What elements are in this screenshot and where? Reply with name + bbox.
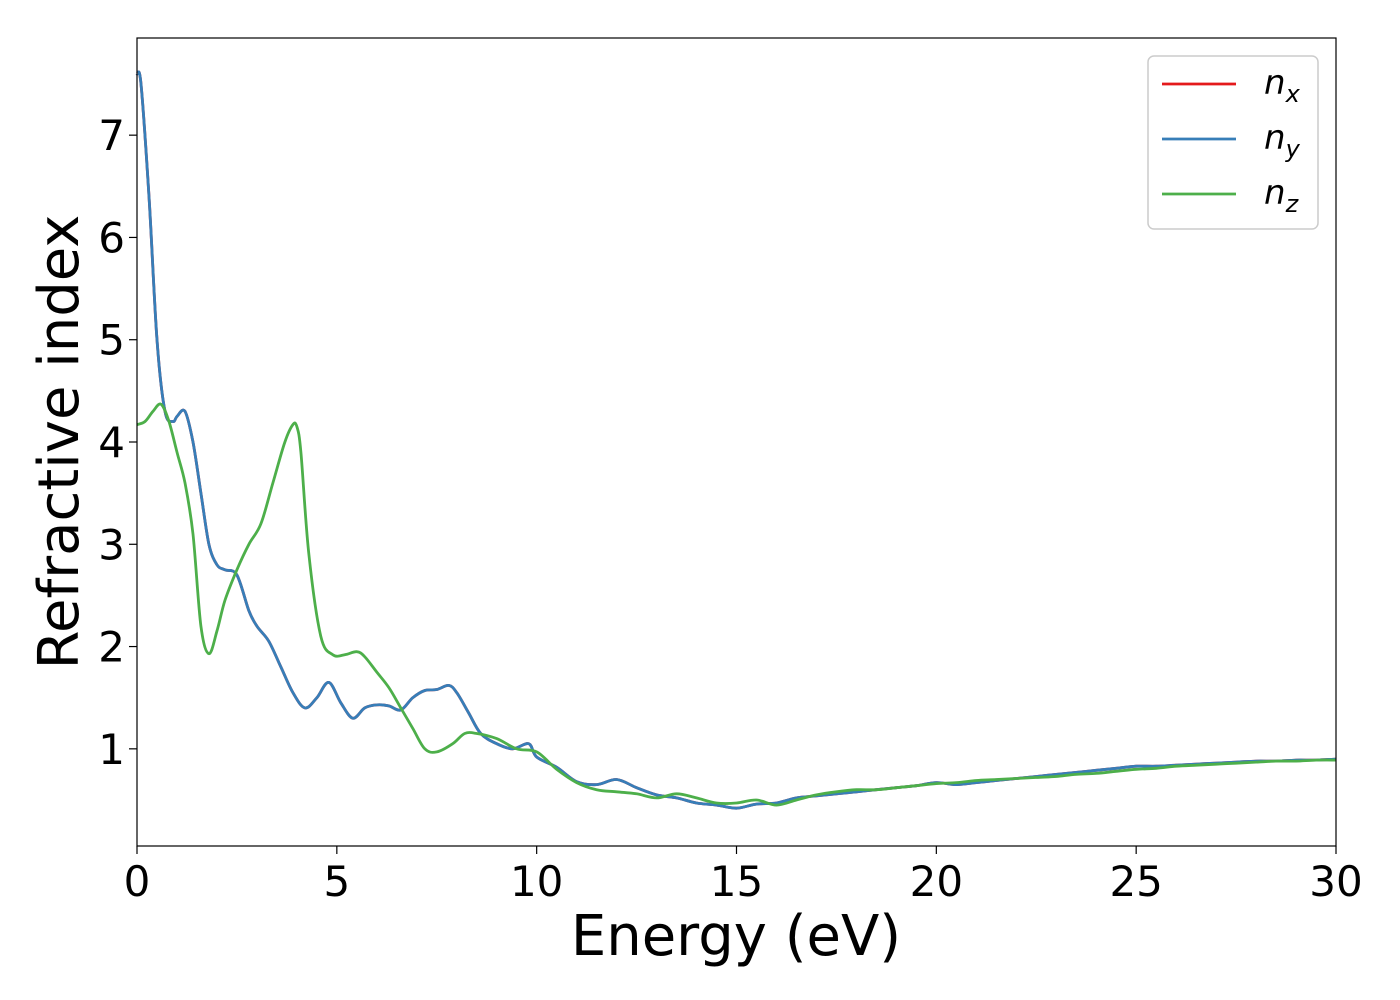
y-axis-ticks: 1 2 3 4 5 6 7 [98,111,137,774]
y-tick-label: 1 [98,725,125,774]
x-axis-ticks: 0 5 10 15 20 25 30 [124,846,1363,906]
x-tick-label: 10 [510,857,563,906]
x-tick-label: 0 [124,857,151,906]
legend-box [1147,55,1319,230]
x-axis-label: Energy (eV) [571,904,901,969]
series-layer [135,70,1337,810]
y-tick-label: 3 [98,520,125,569]
series-line-nz [136,402,1337,807]
y-tick-label: 2 [98,623,125,672]
y-tick-label: 4 [98,418,125,467]
x-tick-label: 25 [1109,857,1162,906]
y-axis-label: Refractive index [27,215,92,670]
x-tick-label: 20 [910,857,963,906]
y-tick-label: 6 [98,213,125,262]
x-tick-label: 15 [710,857,763,906]
x-tick-label: 30 [1309,857,1362,906]
y-tick-label: 5 [98,316,125,365]
x-tick-label: 5 [323,857,350,906]
y-tick-label: 7 [98,111,125,160]
